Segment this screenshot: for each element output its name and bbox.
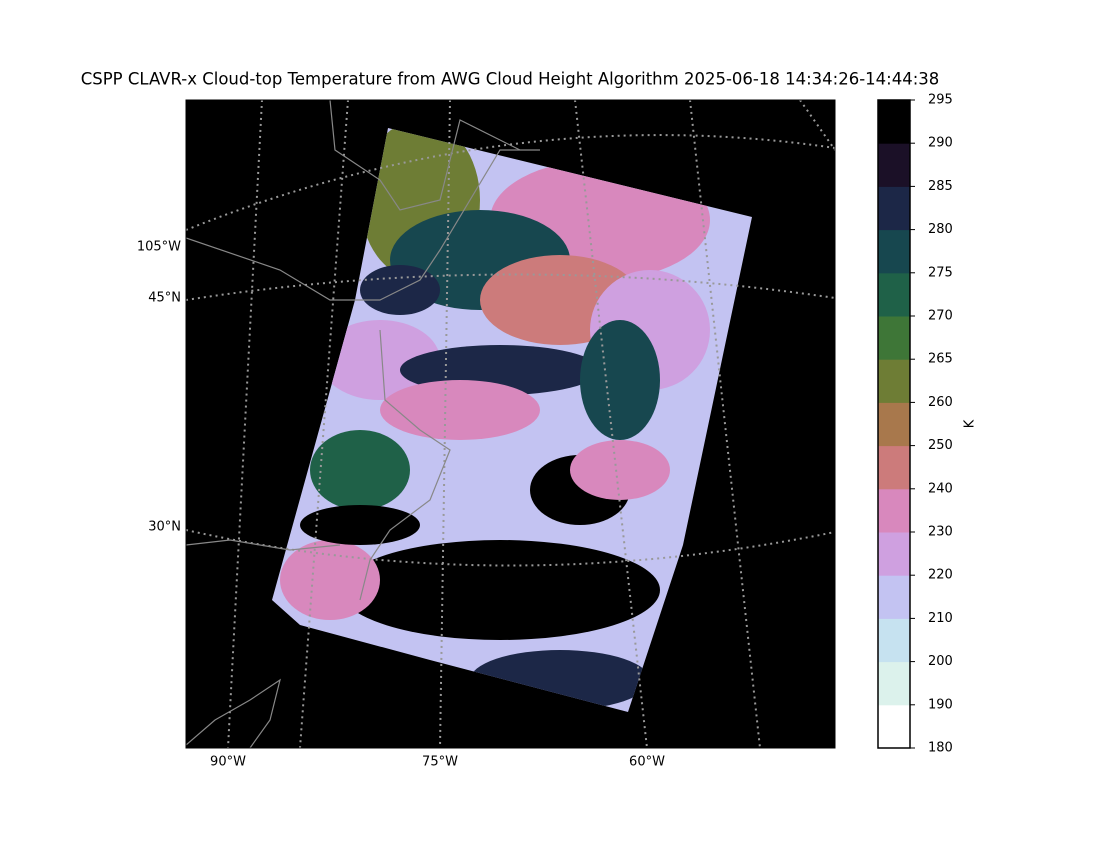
colorbar-tick-label: 250: [928, 438, 953, 453]
colorbar-segment: [878, 316, 910, 360]
colorbar-tick-label: 200: [928, 654, 953, 669]
colorbar-tick-label: 220: [928, 568, 953, 583]
colorbar-segment: [878, 143, 910, 187]
colorbar-tick-label: 240: [928, 481, 953, 496]
colorbar-label: K: [963, 419, 978, 428]
colorbar-segment: [878, 704, 910, 749]
colorbar-tick-label: 260: [928, 395, 953, 410]
lon-label: 60°W: [629, 755, 665, 770]
colorbar-tick-label: 190: [928, 697, 953, 712]
colorbar-segment: [878, 402, 910, 447]
colorbar-segment: [878, 272, 910, 317]
colorbar-tick-label: 265: [928, 352, 953, 367]
map-frame: [185, 99, 836, 749]
colorbar-segment: [878, 618, 910, 663]
colorbar-segment: [878, 445, 910, 490]
colorbar-segment: [878, 186, 910, 231]
colorbar-segment: [878, 661, 910, 706]
colorbar-tick-label: 275: [928, 265, 953, 280]
colorbar-tick-label: 280: [928, 222, 953, 237]
title: CSPP CLAVR-x Cloud-top Temperature from …: [81, 70, 940, 89]
lon-label: 90°W: [210, 755, 246, 770]
colorbar-tick-label: 230: [928, 525, 953, 540]
lat-label: 105°W: [137, 240, 181, 255]
colorbar-segment: [878, 100, 910, 144]
colorbar-segment: [878, 532, 910, 576]
lat-label: 45°N: [148, 291, 181, 306]
colorbar-tick-label: 290: [928, 136, 953, 151]
colorbar-frame: [877, 99, 911, 749]
colorbar-tick-label: 270: [928, 309, 953, 324]
colorbar-tick-label: 285: [928, 179, 953, 194]
colorbar-segment: [878, 359, 910, 403]
lon-label: 75°W: [422, 755, 458, 770]
colorbar-tick-label: 180: [928, 741, 953, 756]
colorbar-segment: [878, 488, 910, 533]
lat-label: 30°N: [148, 520, 181, 535]
colorbar-tick-label: 295: [928, 93, 953, 108]
colorbar-tick-label: 210: [928, 611, 953, 626]
colorbar-segment: [878, 229, 910, 274]
colorbar: 180 190 200 210 220 230 240 250 260 265 270 275 280 2…: [877, 93, 953, 756]
map: [186, 100, 835, 748]
colorbar-segment: [878, 575, 910, 619]
